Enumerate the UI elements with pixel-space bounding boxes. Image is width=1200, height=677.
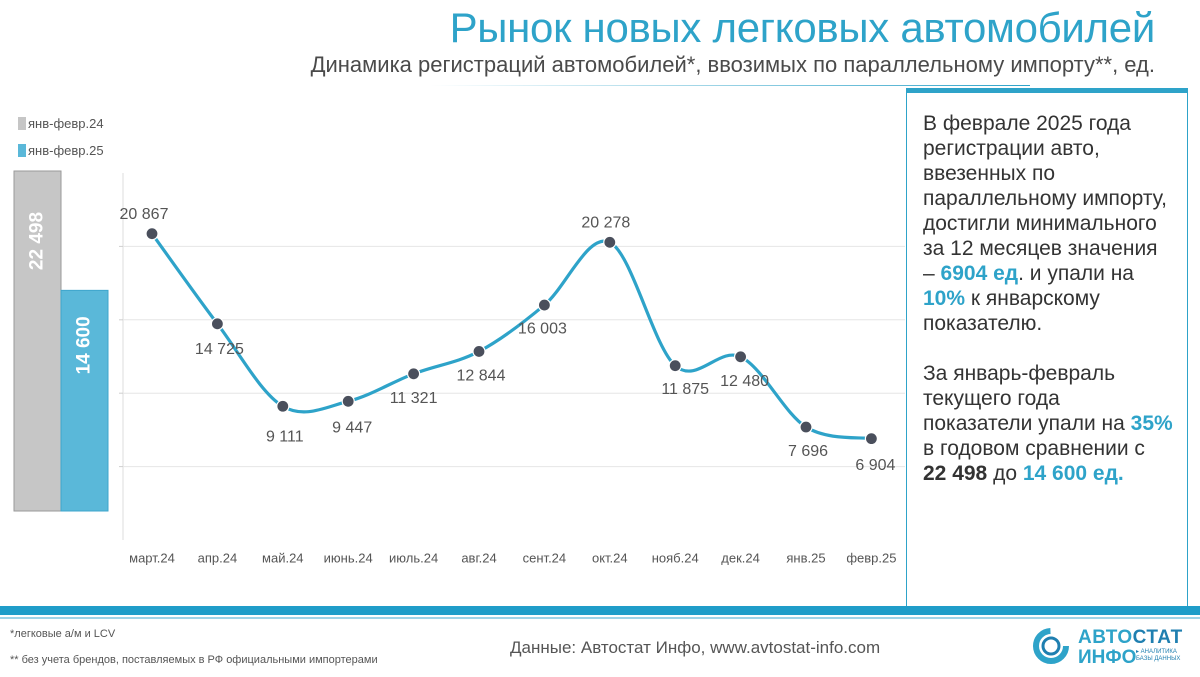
page-subtitle: Динамика регистраций автомобилей*, ввози…	[310, 52, 1155, 77]
footer-bar	[0, 606, 1200, 615]
summary-paragraph-1: В феврале 2025 года регистрации авто, вв…	[923, 111, 1173, 336]
value-highlight: 6904 ед	[940, 262, 1019, 285]
data-point	[210, 317, 224, 331]
monthly-line-chart: 20 867 март.24 14 725 апр.24 9 111 май.24 9 44…	[119, 173, 905, 565]
legend-swatch-2024	[18, 117, 26, 130]
legend-item-2025: янв-февр.25	[18, 143, 104, 158]
logo-word-avto: АВТО	[1078, 627, 1133, 648]
legend-item-2024: янв-февр.24	[18, 116, 104, 131]
logo-text-bottom: ИНФО	[1078, 647, 1137, 668]
percent-highlight: 35%	[1130, 412, 1173, 435]
data-label: 6 904	[855, 457, 895, 474]
data-point	[472, 344, 486, 359]
data-point	[537, 298, 552, 312]
summary-paragraph-2: За январь-февраль текущего года показате…	[923, 361, 1173, 486]
x-tick-label: нояб.24	[652, 550, 699, 565]
data-point	[407, 367, 421, 381]
x-tick-label: сент.24	[523, 550, 567, 565]
summary-text: . и упали на	[1018, 262, 1134, 285]
data-label: 12 844	[457, 368, 506, 385]
data-label: 11 321	[390, 390, 438, 407]
x-tick-label: июль.24	[389, 550, 438, 565]
value-highlight: 14 600 ед.	[1022, 462, 1124, 485]
logo-tagline-1: ▸ АНАЛИТИКА	[1136, 649, 1177, 655]
data-label: 20 278	[581, 215, 630, 232]
data-point	[341, 394, 355, 408]
data-point	[603, 235, 617, 249]
x-tick-label: авг.24	[461, 550, 496, 565]
data-label: 20 867	[120, 206, 169, 223]
x-tick-label: дек.24	[721, 550, 760, 565]
footer-line	[0, 617, 1200, 619]
data-label: 9 447	[332, 420, 372, 437]
x-tick-label: июнь.24	[324, 550, 373, 565]
data-point	[733, 350, 748, 364]
data-label: 12 480	[720, 373, 769, 390]
footnote-1: *легковые а/м и LCV	[10, 628, 116, 640]
page-title: Рынок новых легковых автомобилей	[449, 4, 1156, 51]
data-point	[145, 227, 159, 241]
footnote-2: ** без учета брендов, поставляемых в РФ …	[10, 654, 378, 666]
data-point	[864, 432, 879, 446]
x-tick-label: май.24	[262, 550, 304, 565]
x-tick-label: март.24	[129, 550, 175, 565]
logo-word-stat: СТАТ	[1132, 627, 1183, 648]
avtostat-logo: АВТОСТАТ ИНФО ▸ АНАЛИТИКА БАЗЫ ДАННЫХ	[1032, 625, 1192, 669]
data-label: 14 725	[195, 341, 244, 358]
summary-box: В феврале 2025 года регистрации авто, вв…	[906, 88, 1188, 608]
data-source: Данные: Автостат Инфо, www.avtostat-info…	[510, 638, 881, 657]
bar-value-label-1: 14 600	[74, 316, 95, 374]
x-tick-label: апр.24	[198, 550, 238, 565]
data-point	[276, 399, 290, 413]
x-tick-label: янв.25	[786, 550, 825, 565]
logo-tagline: ▸ АНАЛИТИКА БАЗЫ ДАННЫХ	[1136, 649, 1180, 663]
x-tick-label: окт.24	[592, 550, 628, 565]
legend-swatch-2025	[18, 144, 26, 157]
summary-text: За январь-февраль текущего года показате…	[923, 362, 1125, 435]
data-label: 11 875	[661, 381, 709, 398]
percent-highlight: 10%	[923, 287, 966, 310]
bar-1	[60, 289, 109, 512]
comparison-bar-chart: 22 498 14 600	[13, 170, 109, 512]
x-tick-label: февр.25	[846, 550, 896, 565]
data-point	[799, 420, 813, 434]
summary-text: до	[987, 462, 1023, 485]
data-label: 16 003	[518, 320, 567, 337]
data-label: 7 696	[788, 443, 828, 460]
series-line	[150, 232, 872, 441]
summary-text: В феврале 2025 года регистрации авто, вв…	[923, 112, 1167, 285]
value-bold: 22 498	[923, 462, 988, 485]
title-divider	[430, 85, 1030, 86]
data-label: 9 111	[266, 428, 304, 445]
bar-value-label-0: 22 498	[27, 212, 48, 270]
logo-ring-icon	[1033, 628, 1069, 664]
legend-label-2024: янв-февр.24	[28, 116, 104, 131]
legend-label-2025: янв-февр.25	[28, 143, 104, 158]
logo-text-top: АВТОСТАТ	[1078, 627, 1183, 649]
logo-tagline-2: БАЗЫ ДАННЫХ	[1136, 656, 1181, 662]
summary-text: в годовом сравнении с	[923, 437, 1145, 460]
summary-text: к январскому показателю.	[923, 287, 1100, 335]
data-point	[668, 359, 682, 373]
